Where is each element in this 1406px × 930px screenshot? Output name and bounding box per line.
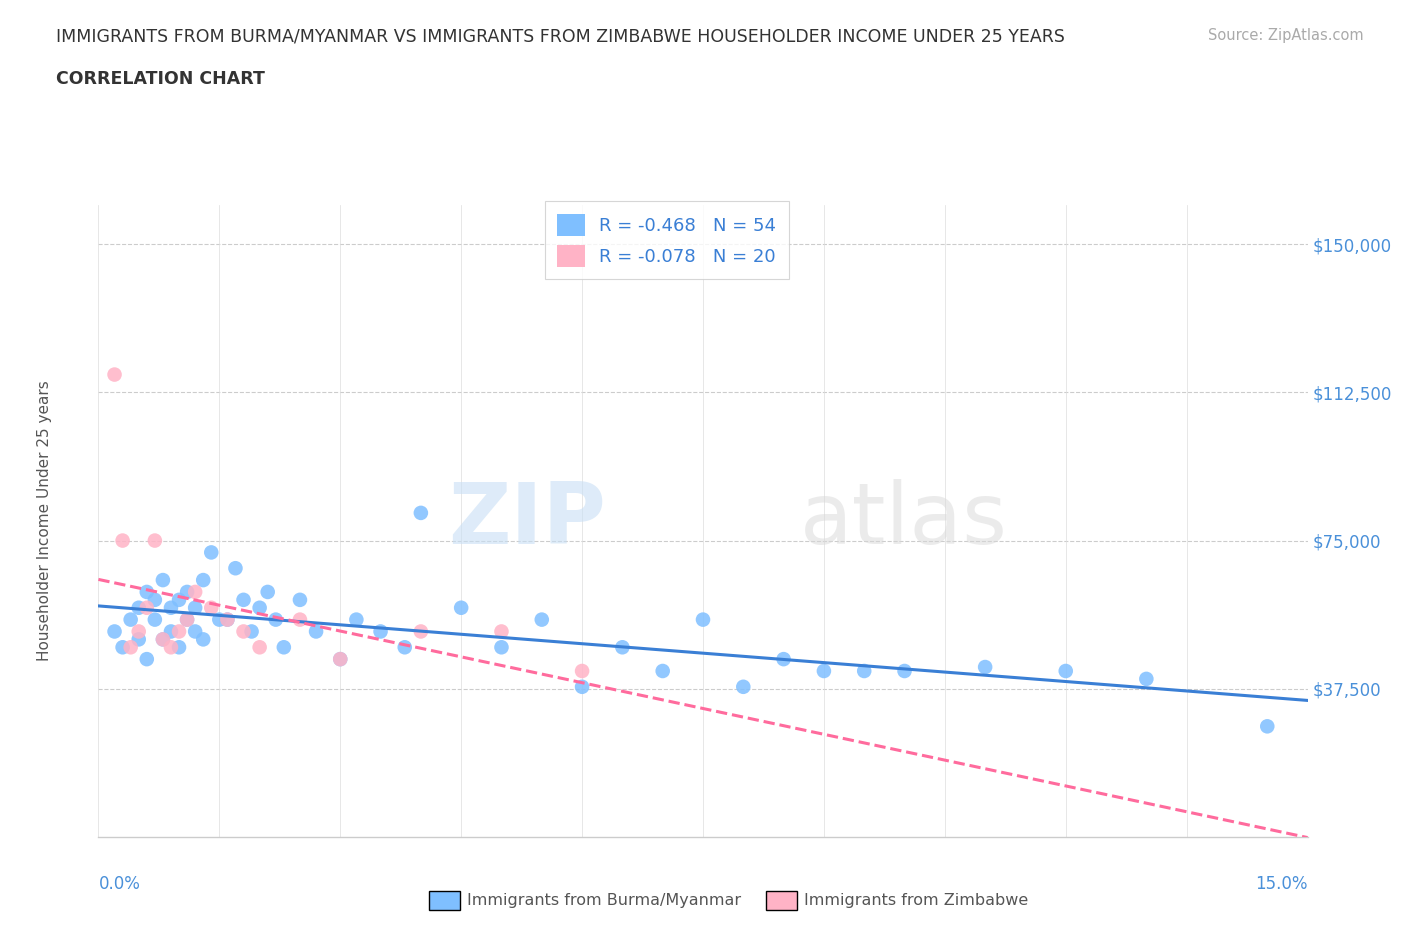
Text: Immigrants from Zimbabwe: Immigrants from Zimbabwe <box>804 893 1028 908</box>
Point <box>167 592 190 607</box>
Point <box>120 640 142 655</box>
Legend: R = -0.468   N = 54, R = -0.078   N = 20: R = -0.468 N = 54, R = -0.078 N = 20 <box>544 201 789 279</box>
Point <box>692 612 714 627</box>
Point <box>200 601 222 616</box>
Point <box>1256 719 1278 734</box>
Point <box>1135 671 1157 686</box>
Point <box>152 573 174 588</box>
Point <box>160 601 183 616</box>
Point <box>370 624 392 639</box>
Point <box>651 664 673 679</box>
Point <box>135 601 157 616</box>
Point <box>167 624 190 639</box>
Point <box>135 652 157 667</box>
Point <box>571 664 593 679</box>
Point <box>176 612 198 627</box>
Text: atlas: atlas <box>800 479 1008 563</box>
Point <box>409 506 432 521</box>
Point <box>200 545 222 560</box>
Point <box>143 612 166 627</box>
Text: IMMIGRANTS FROM BURMA/MYANMAR VS IMMIGRANTS FROM ZIMBABWE HOUSEHOLDER INCOME UND: IMMIGRANTS FROM BURMA/MYANMAR VS IMMIGRA… <box>56 28 1066 46</box>
Point <box>571 679 593 694</box>
Point <box>329 652 352 667</box>
Point <box>249 640 271 655</box>
Point <box>240 624 263 639</box>
Text: Householder Income Under 25 years: Householder Income Under 25 years <box>37 380 52 661</box>
Point <box>491 640 513 655</box>
Point <box>184 601 207 616</box>
Point <box>288 612 311 627</box>
Point <box>176 612 198 627</box>
Point <box>111 533 134 548</box>
Point <box>772 652 794 667</box>
Point <box>394 640 416 655</box>
Point <box>974 659 997 674</box>
Point <box>152 632 174 647</box>
Point <box>167 640 190 655</box>
Point <box>160 640 183 655</box>
Point <box>612 640 634 655</box>
Point <box>128 601 150 616</box>
Text: Immigrants from Burma/Myanmar: Immigrants from Burma/Myanmar <box>467 893 741 908</box>
Point <box>193 632 215 647</box>
Point <box>1054 664 1077 679</box>
Point <box>224 561 246 576</box>
Point <box>813 664 835 679</box>
Point <box>344 612 367 627</box>
Point <box>135 585 157 600</box>
Text: 15.0%: 15.0% <box>1256 875 1308 893</box>
Text: CORRELATION CHART: CORRELATION CHART <box>56 70 266 87</box>
Point <box>103 367 125 382</box>
Point <box>184 585 207 600</box>
Text: ZIP: ZIP <box>449 479 606 563</box>
Point <box>184 624 207 639</box>
Point <box>160 624 183 639</box>
Point <box>256 585 278 600</box>
Point <box>143 592 166 607</box>
Point <box>120 612 142 627</box>
Point <box>176 585 198 600</box>
Point <box>893 664 915 679</box>
Point <box>217 612 239 627</box>
Point <box>288 592 311 607</box>
Point <box>853 664 876 679</box>
Point <box>128 624 150 639</box>
Point <box>733 679 755 694</box>
Point <box>530 612 553 627</box>
Point <box>491 624 513 639</box>
Point <box>249 601 271 616</box>
Point <box>128 632 150 647</box>
Text: 0.0%: 0.0% <box>98 875 141 893</box>
Point <box>217 612 239 627</box>
Point <box>450 601 472 616</box>
Point <box>111 640 134 655</box>
Point <box>329 652 352 667</box>
Point <box>208 612 231 627</box>
Point <box>264 612 287 627</box>
Point <box>103 624 125 639</box>
Point <box>193 573 215 588</box>
Point <box>232 624 254 639</box>
Point <box>143 533 166 548</box>
Point <box>305 624 328 639</box>
Point <box>232 592 254 607</box>
Text: Source: ZipAtlas.com: Source: ZipAtlas.com <box>1208 28 1364 43</box>
Point <box>152 632 174 647</box>
Point <box>409 624 432 639</box>
Point <box>273 640 295 655</box>
